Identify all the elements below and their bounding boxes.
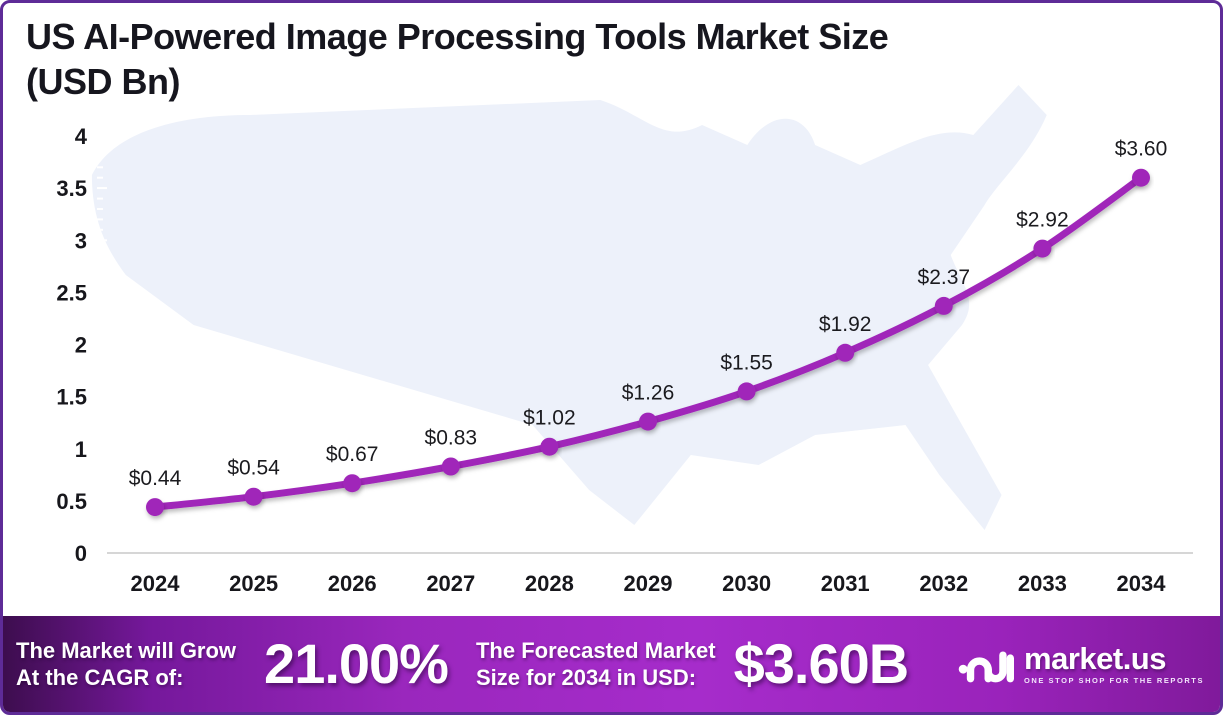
y-axis-tick-label: 3 bbox=[75, 228, 87, 253]
chart-generated-layer: 0 0.5 1 1.5 2 2.5 3 3.5 4 2024 2025 2026 2027 2028 202… bbox=[56, 124, 1193, 596]
y-axis-tick-label: 0 bbox=[75, 541, 87, 566]
data-point-2026 bbox=[343, 474, 362, 493]
usa-map-background bbox=[91, 85, 1047, 530]
x-axis-tick-label: 2034 bbox=[1117, 571, 1167, 596]
y-axis-tick-label: 1 bbox=[75, 437, 87, 462]
forecast-label: The Forecasted Market Size for 2034 in US… bbox=[476, 637, 716, 692]
y-axis-tick-label: 4 bbox=[75, 124, 88, 149]
data-value-label-2026: $0.67 bbox=[326, 443, 379, 466]
usa-map-silhouette bbox=[91, 85, 1047, 530]
x-axis-tick-label: 2026 bbox=[328, 571, 377, 596]
data-point-2024 bbox=[146, 498, 164, 517]
data-value-label-2025: $0.54 bbox=[227, 457, 280, 480]
data-value-label-2030: $1.55 bbox=[720, 351, 773, 374]
forecast-label-line2: Size for 2034 in USD: bbox=[475, 665, 697, 690]
market-us-brand: market.us ONE STOP SHOP FOR THE REPORTS bbox=[958, 642, 1204, 686]
data-point-2031 bbox=[836, 343, 855, 362]
y-axis-tick-label: 3.5 bbox=[56, 176, 87, 201]
data-value-label-2031: $1.92 bbox=[819, 313, 872, 336]
y-axis-tick-label: 1.5 bbox=[56, 385, 87, 410]
data-point-2028 bbox=[540, 437, 559, 456]
brand-tagline: ONE STOP SHOP FOR THE REPORTS bbox=[1024, 676, 1204, 686]
x-axis-tick-label: 2032 bbox=[919, 571, 968, 596]
data-point-2029 bbox=[639, 412, 657, 431]
data-point-2025 bbox=[244, 487, 263, 506]
data-value-label-2029: $1.26 bbox=[622, 382, 675, 405]
cagr-value: 21.00% bbox=[264, 632, 449, 695]
data-value-label-2024: $0.44 bbox=[129, 467, 182, 490]
line-chart: 0 0.5 1 1.5 2 2.5 3 3.5 4 2024 2025 2026 2027 2028 202… bbox=[56, 85, 1193, 596]
brand-text: market.us ONE STOP SHOP FOR THE REPORTS bbox=[1024, 643, 1204, 685]
page-title-line2: (USD Bn) bbox=[26, 60, 180, 102]
page-title: US AI-Powered Image Processing Tools Mar… bbox=[26, 15, 1186, 104]
chart-region: US AI-Powered Image Processing Tools Mar… bbox=[3, 3, 1220, 622]
y-axis-tick-label: 0.5 bbox=[56, 489, 87, 514]
data-value-label-2034: $3.60 bbox=[1115, 138, 1168, 161]
x-axis-tick-label: 2027 bbox=[426, 571, 475, 596]
cagr-label-line2: At the CAGR of: bbox=[16, 665, 184, 690]
data-value-label-2028: $1.02 bbox=[523, 407, 576, 430]
cagr-label: The Market will Grow At the CAGR of: bbox=[16, 637, 236, 692]
bottom-banner: The Market will Grow At the CAGR of: 21.0… bbox=[3, 616, 1220, 712]
y-axis-tick-label: 2 bbox=[75, 333, 87, 358]
forecast-label-line1: The Forecasted Market bbox=[475, 637, 716, 663]
data-value-label-2033: $2.92 bbox=[1016, 209, 1069, 232]
cagr-label-line1: The Market will Grow bbox=[16, 637, 237, 663]
x-axis-tick-label: 2024 bbox=[131, 571, 181, 596]
data-point-2030 bbox=[737, 382, 756, 401]
data-value-label-2032: $2.37 bbox=[918, 266, 971, 289]
forecast-value: $3.60B bbox=[733, 632, 910, 695]
market-us-logo-icon bbox=[958, 651, 1015, 683]
x-axis-tick-label: 2030 bbox=[722, 571, 771, 596]
page-title-line1: US AI-Powered Image Processing Tools Mar… bbox=[26, 16, 889, 57]
x-axis-tick-label: 2031 bbox=[821, 571, 870, 596]
x-axis-tick-label: 2025 bbox=[229, 571, 278, 596]
x-axis-tick-label: 2028 bbox=[525, 571, 574, 596]
x-axis-tick-label: 2029 bbox=[624, 571, 673, 596]
data-point-2032 bbox=[934, 296, 953, 315]
data-point-2027 bbox=[441, 457, 460, 476]
x-axis-tick-label: 2033 bbox=[1018, 571, 1067, 596]
data-point-2034 bbox=[1132, 168, 1150, 187]
brand-name: market.us bbox=[1024, 641, 1166, 677]
data-value-label-2027: $0.83 bbox=[425, 427, 478, 450]
data-point-2033 bbox=[1033, 239, 1052, 258]
y-axis-tick-label: 2.5 bbox=[56, 280, 87, 305]
